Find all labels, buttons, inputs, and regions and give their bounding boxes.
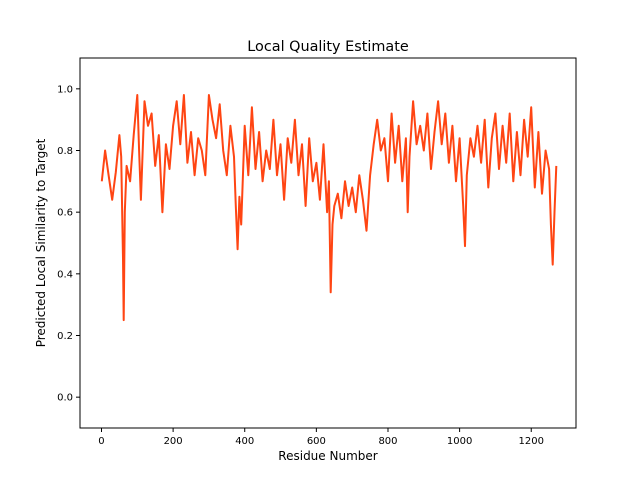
x-tick-label: 400	[235, 436, 254, 447]
y-tick-label: 0.6	[57, 208, 73, 219]
chart-title: Local Quality Estimate	[247, 39, 409, 55]
x-axis-label: Residue Number	[278, 449, 377, 463]
x-tick-label: 1200	[519, 436, 544, 447]
x-tick-label: 800	[378, 436, 397, 447]
y-tick-label: 0.0	[57, 393, 73, 404]
y-axis-ticks: 0.0 0.2 0.4 0.6 0.8 1.0	[57, 84, 80, 404]
x-tick-label: 0	[98, 436, 104, 447]
x-axis-ticks: 0 200 400 600 800 1000 1200	[98, 428, 544, 447]
x-tick-label: 1000	[447, 436, 472, 447]
series-line-0	[100, 94, 558, 322]
plot-area	[100, 94, 558, 322]
x-tick-label: 600	[307, 436, 326, 447]
y-tick-label: 0.4	[57, 269, 73, 280]
y-tick-label: 1.0	[57, 84, 73, 95]
y-tick-label: 0.8	[57, 146, 73, 157]
y-tick-label: 0.2	[57, 331, 73, 342]
y-axis-label: Predicted Local Similarity to Target	[34, 138, 48, 347]
x-tick-label: 200	[164, 436, 183, 447]
axes-frame	[79, 57, 577, 429]
